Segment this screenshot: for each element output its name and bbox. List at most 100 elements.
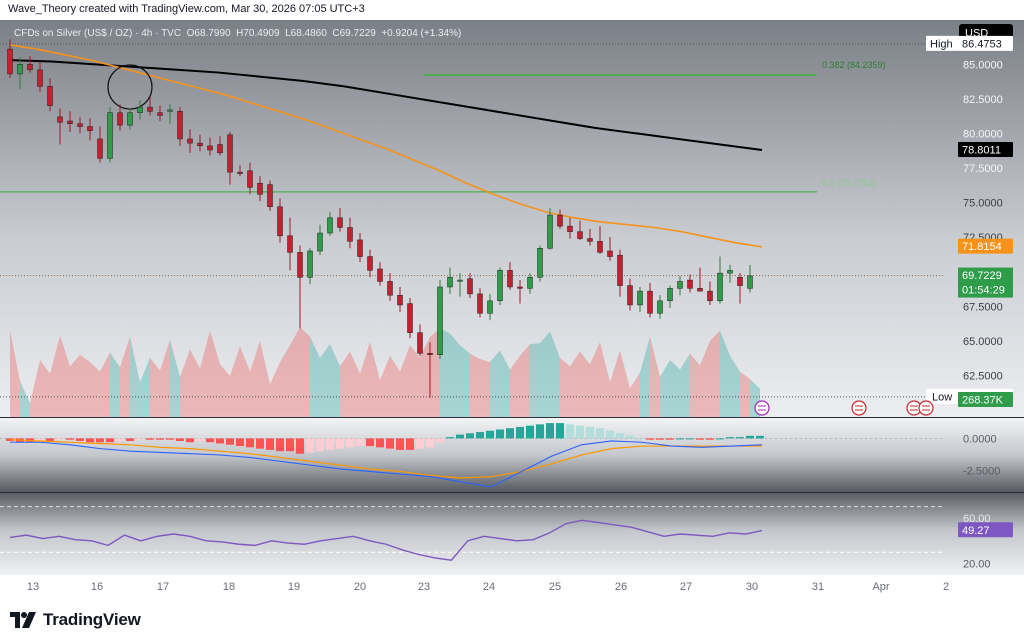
volume-area xyxy=(690,353,700,417)
volume-area xyxy=(20,381,30,417)
volume-area xyxy=(480,358,490,417)
candle-body xyxy=(277,206,283,237)
volume-area xyxy=(10,330,20,417)
macd-histogram-bar xyxy=(296,438,304,454)
macd-histogram-bar xyxy=(756,435,764,439)
volume-area xyxy=(40,360,50,417)
volume-area xyxy=(660,360,670,417)
candle-body xyxy=(627,285,633,306)
rsi-value-badge-bg xyxy=(958,522,1013,538)
candle-body xyxy=(687,279,693,289)
macd-histogram-bar xyxy=(186,438,194,443)
x-tick-label: Apr xyxy=(872,581,889,593)
macd-histogram-bar xyxy=(6,438,14,441)
rsi-tick-label: 20.00 xyxy=(963,559,991,571)
x-tick-label: 25 xyxy=(549,581,561,593)
macd-histogram-bar xyxy=(136,438,144,440)
candle-body xyxy=(337,217,343,228)
candle-body xyxy=(207,145,213,151)
macd-histogram-bar xyxy=(216,438,224,444)
macd-histogram-bar xyxy=(456,434,464,439)
x-tick-label: 16 xyxy=(91,581,103,593)
macd-histogram-bar xyxy=(576,425,584,439)
macd-histogram-bar xyxy=(36,438,44,441)
macd-histogram-bar xyxy=(266,438,274,450)
macd-histogram-bar xyxy=(386,438,394,449)
macd-histogram-bar xyxy=(746,435,754,439)
volume-area xyxy=(100,352,110,417)
x-tick-label: 24 xyxy=(483,581,495,593)
macd-histogram-bar xyxy=(176,438,184,441)
rsi-line xyxy=(9,519,763,561)
macd-histogram-bar xyxy=(486,430,494,439)
volume-area xyxy=(90,362,100,417)
tradingview-logo[interactable]: TradingView xyxy=(10,610,141,630)
candle-body xyxy=(517,286,523,289)
volume-area xyxy=(670,360,680,417)
volume-area xyxy=(420,336,430,417)
volume-area xyxy=(180,349,190,417)
macd-histogram-bar xyxy=(166,438,174,440)
rsi-pane-bg xyxy=(0,493,1024,575)
macd-histogram-bar xyxy=(676,438,684,440)
candle-body xyxy=(547,214,553,249)
volume-area xyxy=(370,342,380,417)
volume-area xyxy=(590,342,600,417)
tradingview-wordmark: TradingView xyxy=(43,610,141,629)
candle-body xyxy=(7,48,13,75)
x-tick-label: 27 xyxy=(680,581,692,593)
macd-histogram-bar xyxy=(146,438,154,440)
macd-histogram-bar xyxy=(596,428,604,439)
candle-body xyxy=(17,64,23,75)
x-tick-label: 30 xyxy=(746,581,758,593)
macd-histogram-bar xyxy=(566,424,574,439)
x-tick-label: 31 xyxy=(812,581,824,593)
candle-body xyxy=(567,225,573,232)
volume-area xyxy=(680,353,690,417)
macd-histogram-bar xyxy=(516,426,524,439)
candle-body xyxy=(67,120,73,124)
candle-body xyxy=(537,247,543,278)
candle-body xyxy=(147,106,153,112)
high-value-badge-bg xyxy=(958,35,1013,51)
volume-area xyxy=(140,357,150,417)
macd-histogram-bar xyxy=(396,438,404,450)
y-tick-label: 85.0000 xyxy=(963,59,1003,71)
y-tick-label: 80.0000 xyxy=(963,128,1003,140)
candle-body xyxy=(707,290,713,302)
volume-area xyxy=(210,330,220,417)
volume-area xyxy=(150,357,160,417)
us-flag-event-icon[interactable] xyxy=(906,400,922,416)
volume-area xyxy=(80,354,90,417)
volume-area xyxy=(390,355,400,417)
macd-histogram-bar xyxy=(646,438,654,440)
volume-area xyxy=(560,357,570,417)
macd-histogram-bar xyxy=(66,438,74,440)
candle-body xyxy=(237,171,243,174)
macd-histogram-bar xyxy=(346,438,354,448)
volume-area xyxy=(700,341,710,417)
volume-area xyxy=(330,344,340,417)
candle-body xyxy=(77,123,83,127)
volume-area xyxy=(450,333,460,417)
candle-body xyxy=(317,232,323,252)
volume-area xyxy=(120,336,130,417)
high-tag-bg xyxy=(926,35,958,51)
volume-area xyxy=(30,360,40,417)
macd-histogram-bar xyxy=(706,438,714,440)
rsi-value-badge: 49.27 xyxy=(962,525,990,537)
macd-histogram-bar xyxy=(226,438,234,445)
high-value: 70.4909 xyxy=(243,28,280,39)
us-flag-event-icon[interactable] xyxy=(918,400,934,416)
candle-body xyxy=(487,300,493,314)
volume-area xyxy=(360,342,370,417)
macd-histogram-bar xyxy=(406,438,414,450)
candle-body xyxy=(697,288,703,292)
us-flag-event-icon[interactable] xyxy=(851,400,867,416)
candle-body xyxy=(407,303,413,333)
macd-histogram-bar xyxy=(336,438,344,449)
volume-area xyxy=(280,345,290,417)
lightning-event-icon[interactable] xyxy=(754,400,770,416)
candle-body xyxy=(677,281,683,289)
